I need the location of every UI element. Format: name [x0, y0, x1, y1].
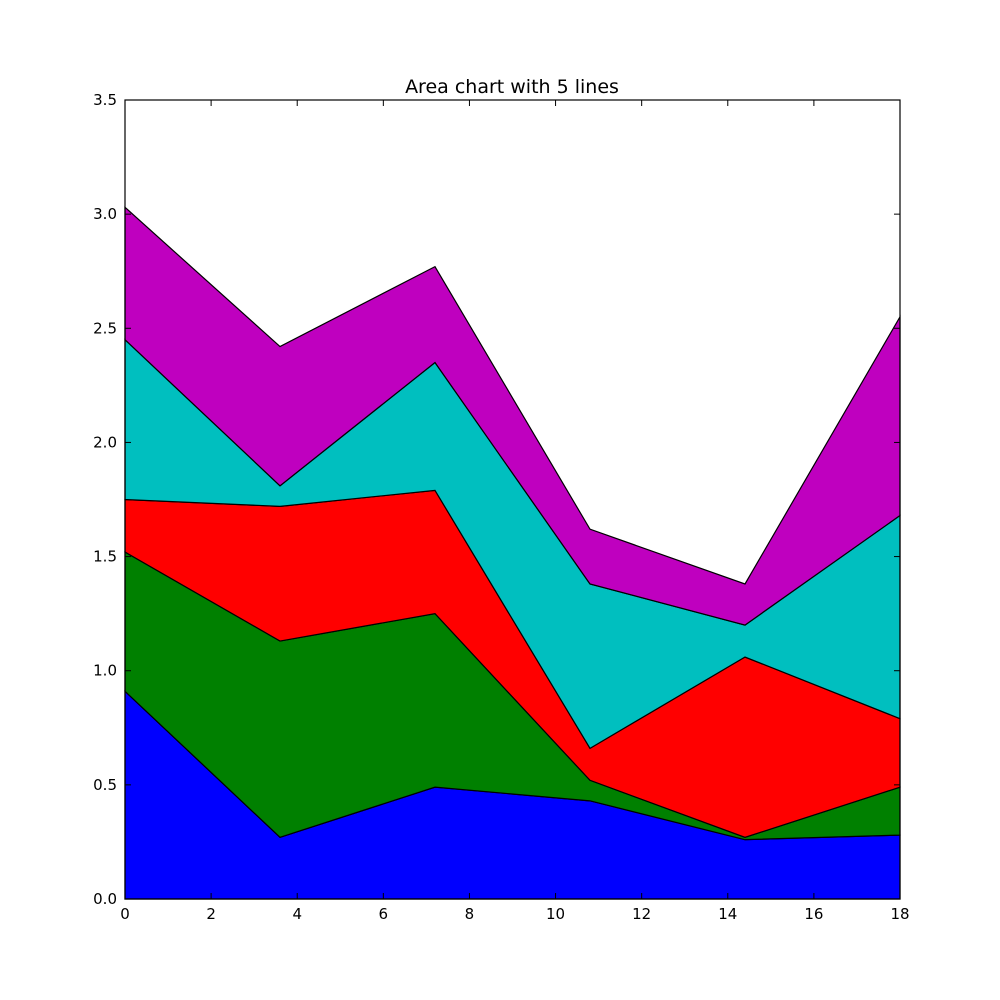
y-tick-label: 2.5: [93, 319, 117, 337]
x-tick-label: 14: [718, 905, 737, 923]
y-tick-label: 1.5: [93, 548, 117, 566]
y-tick-label: 3.5: [93, 91, 117, 109]
y-tick-label: 0.0: [93, 890, 117, 908]
x-tick-label: 18: [890, 905, 909, 923]
x-tick-label: 4: [292, 905, 302, 923]
axis-ticks-group: 0 2 4 6 8 10 12 14 16 18 0.0 0.5 1.0 1.5 2.0 2.5 3.0 3.5: [93, 91, 909, 923]
x-tick-label: 12: [632, 905, 651, 923]
y-tick-label: 2.0: [93, 433, 117, 451]
x-tick-label: 0: [120, 905, 130, 923]
y-tick-label: 1.0: [93, 662, 117, 680]
plot-frame: [124, 99, 901, 900]
y-tick-label: 3.0: [93, 205, 117, 223]
chart-title: Area chart with 5 lines: [405, 76, 619, 98]
x-tick-label: 16: [804, 905, 823, 923]
area-series-group: [124, 205, 901, 900]
x-tick-label: 6: [379, 905, 389, 923]
x-tick-label: 10: [546, 905, 565, 923]
x-tick-label: 8: [465, 905, 475, 923]
y-tick-label: 0.5: [93, 776, 117, 794]
x-tick-label: 2: [206, 905, 216, 923]
